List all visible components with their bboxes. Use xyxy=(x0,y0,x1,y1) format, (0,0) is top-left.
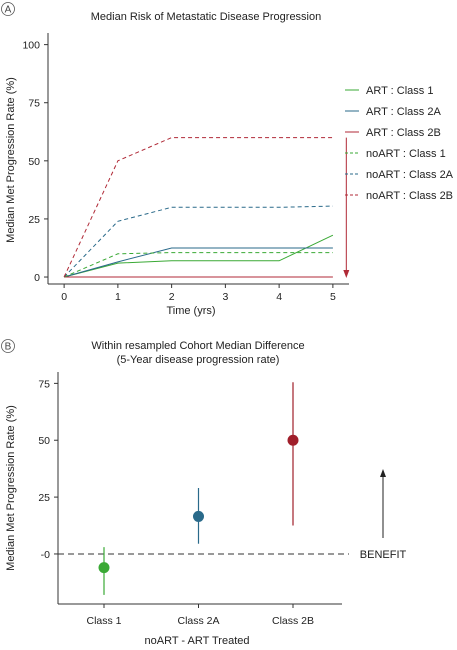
series-line-6 xyxy=(63,137,333,278)
legend-label: noART : Class 2B xyxy=(366,190,453,202)
panel-b-y-label: Median Met Progression Rate (%) xyxy=(5,405,17,571)
x-tick-label: 2 xyxy=(169,291,175,303)
panel-a-annotations xyxy=(343,137,350,279)
benefit-label: BENEFIT xyxy=(360,549,407,561)
benefit-arrow-head xyxy=(380,469,386,477)
x-tick-label: 0 xyxy=(61,291,67,303)
legend-label: noART : Class 2A xyxy=(366,169,454,181)
panel-a-x-label: Time (yrs) xyxy=(166,305,215,317)
panel-a-x-ticks: 0 1 2 3 4 5 xyxy=(61,284,336,303)
series-line-1 xyxy=(63,234,334,278)
y-tick-label: -0 xyxy=(41,549,50,561)
panel-a-series xyxy=(63,137,334,278)
panel-b: B Within resampled Cohort Median Differe… xyxy=(1,339,407,647)
point-marker xyxy=(98,562,110,574)
panel-b-letter: B xyxy=(5,342,12,353)
panel-b-title: Within resampled Cohort Median Differenc… xyxy=(91,340,304,352)
legend-label: ART : Class 2A xyxy=(366,106,441,118)
point-marker xyxy=(193,510,204,522)
panel-b-subtitle: (5-Year disease progression rate) xyxy=(117,354,280,366)
y-tick-label: 100 xyxy=(22,40,40,52)
arrow-head xyxy=(343,270,350,279)
y-tick-label: 50 xyxy=(28,156,40,168)
panel-b-annotations: BENEFIT xyxy=(360,469,407,561)
series-line-5 xyxy=(63,205,333,278)
series-line-4 xyxy=(63,252,333,278)
x-tick-label: 1 xyxy=(115,291,121,303)
point-marker xyxy=(287,434,299,446)
y-tick-label: 25 xyxy=(38,492,50,504)
panel-a-y-ticks: 0 25 50 75 100 xyxy=(22,40,48,284)
panel-a-letter: A xyxy=(5,5,12,16)
panel-b-x-ticks: Class 1 Class 2A Class 2B xyxy=(86,604,314,627)
y-tick-label: 25 xyxy=(28,214,40,226)
panel-a-legend: ART : Class 1 ART : Class 2A ART : Class 2… xyxy=(345,85,454,202)
legend-label: ART : Class 2B xyxy=(366,127,441,139)
panel-b-x-label: noART - ART Treated xyxy=(145,635,250,647)
panel-a-y-label: Median Met Progression Rate (%) xyxy=(5,77,17,243)
y-tick-label: 50 xyxy=(38,435,50,447)
panel-a-title: Median Risk of Metastatic Disease Progre… xyxy=(91,11,321,23)
x-tick-label: Class 2B xyxy=(272,615,314,627)
legend-label: ART : Class 1 xyxy=(366,85,433,97)
series-line-2 xyxy=(63,247,333,278)
x-tick-label: Class 2A xyxy=(177,615,219,627)
x-tick-label: 3 xyxy=(222,291,228,303)
x-tick-label: 5 xyxy=(330,291,336,303)
legend-label: noART : Class 1 xyxy=(366,148,446,160)
y-tick-label: 75 xyxy=(28,98,40,110)
panel-a: A Median Risk of Metastatic Disease Prog… xyxy=(1,2,454,317)
x-tick-label: Class 1 xyxy=(86,615,121,627)
y-tick-label: 75 xyxy=(38,378,50,390)
panel-a-marker xyxy=(1,2,15,16)
panel-b-y-ticks: -0 25 50 75 xyxy=(38,378,58,561)
panel-b-points xyxy=(98,382,299,595)
panel-b-marker xyxy=(1,339,15,353)
x-tick-label: 4 xyxy=(276,291,282,303)
y-tick-label: 0 xyxy=(34,272,40,284)
